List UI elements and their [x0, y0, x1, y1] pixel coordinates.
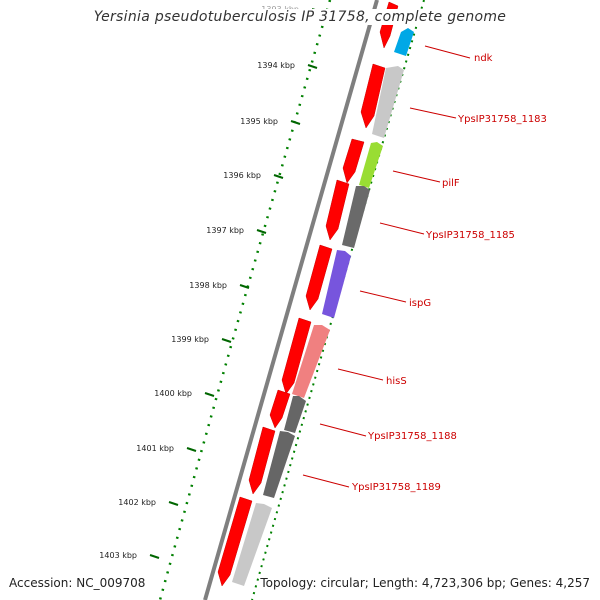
gene-labels: ndk YpsIP31758_1183 pilF YpsIP31758_1185isp… — [302, 45, 547, 493]
cds-arrow — [281, 317, 312, 395]
tick-mark — [221, 338, 232, 343]
cds-arrow — [269, 389, 291, 429]
gene-label: hisS — [386, 376, 407, 387]
tick-label: 1398 kbp — [189, 281, 227, 290]
cds-arrow — [217, 496, 253, 587]
cds-arrow — [305, 244, 333, 311]
tick-label: 1401 kbp — [136, 444, 174, 453]
genome-title: Yersinia pseudotuberculosis IP 31758, co… — [91, 9, 509, 25]
gene-label: YpsIP31758_1183 — [457, 114, 547, 125]
tick-mark — [256, 229, 267, 234]
cds-bar-1183 — [372, 66, 404, 138]
cds-bar-1185 — [342, 186, 370, 248]
tick-mark — [204, 392, 215, 397]
gene-leader-line — [359, 290, 407, 303]
cds-bar-1189 — [263, 431, 295, 498]
cds-arrows — [217, 1, 414, 587]
tick-label: 1399 kbp — [171, 335, 209, 344]
gene-label: pilF — [442, 178, 460, 189]
tick-mark — [290, 120, 301, 125]
tick-label: 1395 kbp — [240, 117, 278, 126]
gene-leader-line — [424, 45, 471, 59]
tick-label: 1403 kbp — [99, 551, 137, 560]
gene-leader-line — [409, 107, 457, 119]
cds-bar-1188 — [284, 396, 306, 433]
gene-label: ndk — [474, 53, 493, 64]
genome-backbone — [203, 0, 379, 600]
tick-mark — [168, 501, 179, 506]
tick-mark — [186, 447, 197, 452]
gene-label: YpsIP31758_1188 — [367, 431, 457, 442]
cds-arrow — [325, 179, 350, 241]
topology-summary: Topology: circular; Length: 4,723,306 bp… — [260, 576, 590, 590]
tick-mark — [239, 284, 250, 289]
cds-bar-ndk — [394, 28, 414, 56]
tick-label: 1396 kbp — [223, 171, 261, 180]
gene-leader-line — [302, 474, 350, 488]
tick-mark — [273, 174, 284, 179]
tick-label: 1394 kbp — [257, 61, 295, 70]
cds-bar-hisS — [292, 325, 330, 398]
cds-arrow — [248, 426, 276, 495]
tick-label: 1402 kbp — [118, 498, 156, 507]
accession-label: Accession: NC_009708 — [9, 576, 146, 590]
gene-leader-line — [337, 368, 384, 381]
cds-bar-ispG — [322, 250, 351, 318]
gene-leader-line — [379, 222, 425, 235]
gene-label: YpsIP31758_1189 — [351, 482, 441, 493]
gene-leader-line — [319, 423, 367, 437]
tick-mark — [307, 64, 318, 69]
gene-label: YpsIP31758_1185 — [425, 230, 515, 241]
cds-bar-pilF — [359, 142, 383, 188]
cds-bar-next — [232, 503, 272, 586]
gene-label: ispG — [409, 298, 431, 309]
cds-arrow — [342, 138, 365, 184]
tick-mark — [149, 554, 160, 559]
cds-arrow — [360, 63, 386, 129]
tick-label: 1400 kbp — [154, 389, 192, 398]
gene-leader-line — [392, 170, 441, 183]
tick-label: 1397 kbp — [206, 226, 244, 235]
